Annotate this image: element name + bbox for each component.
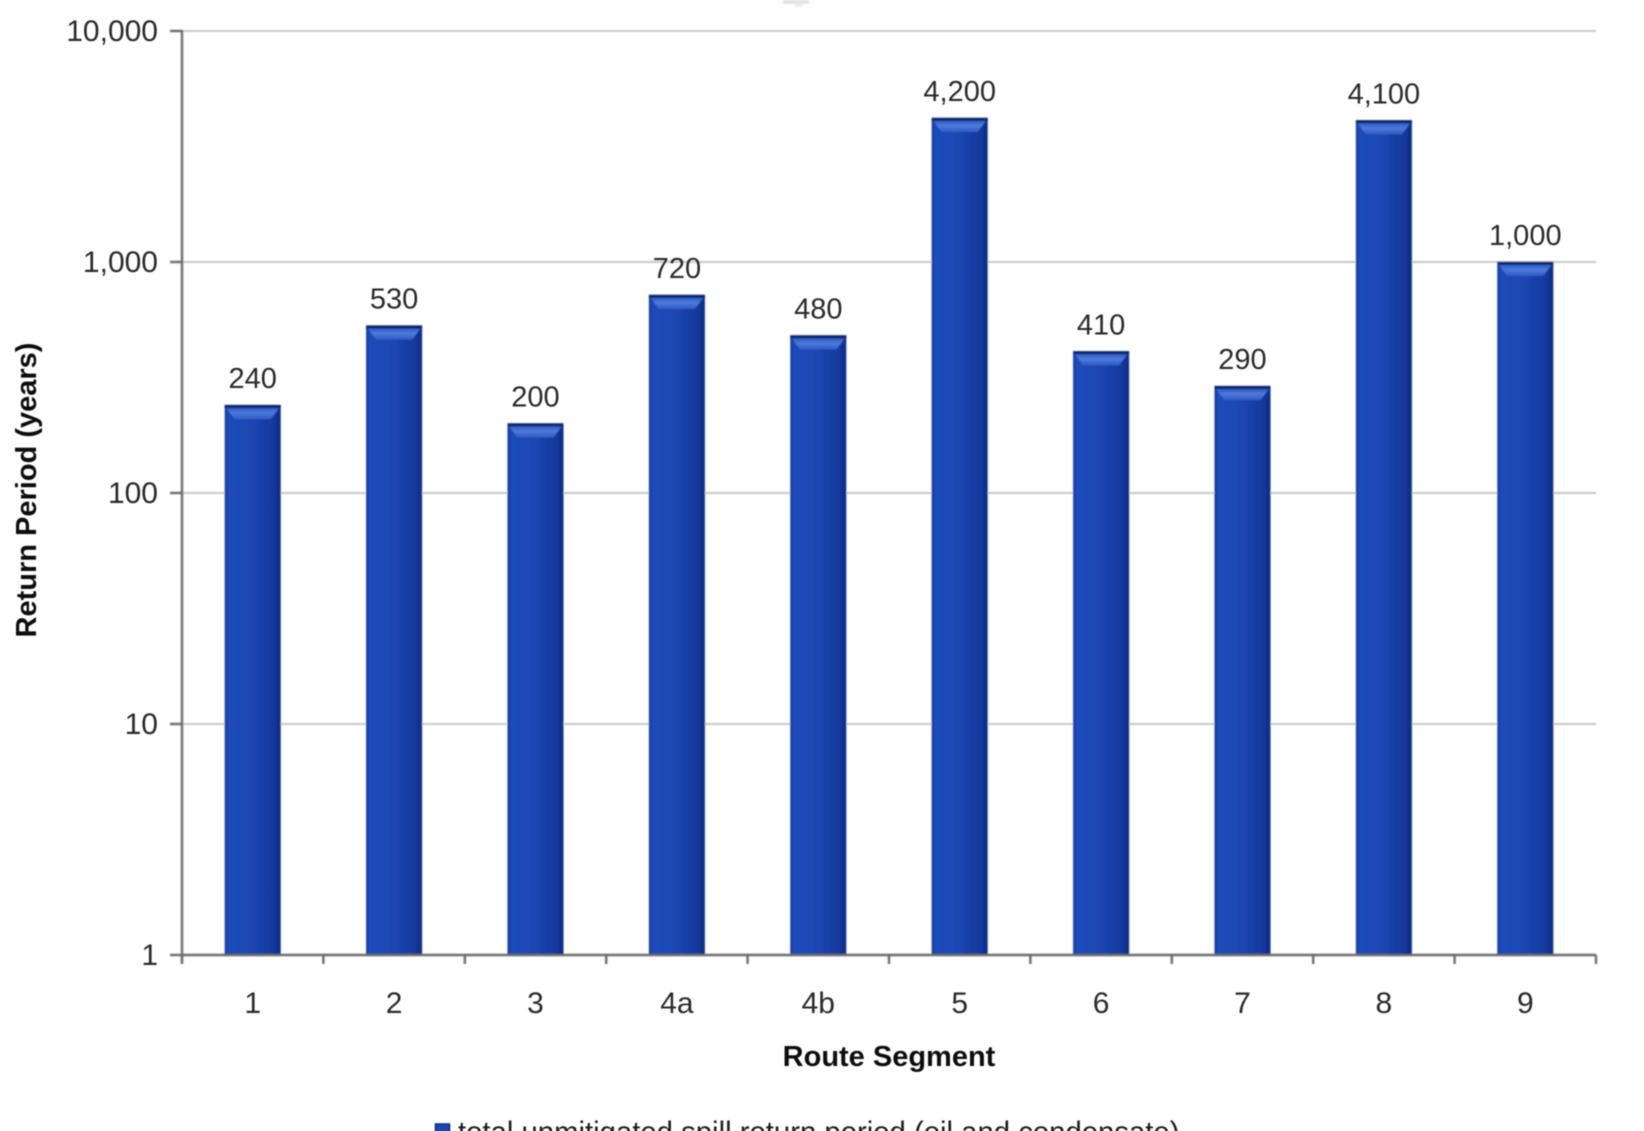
svg-text:100: 100 bbox=[108, 477, 158, 510]
svg-text:Route Segment: Route Segment bbox=[783, 1041, 996, 1073]
svg-text:7: 7 bbox=[1234, 987, 1251, 1020]
svg-text:10,000: 10,000 bbox=[66, 15, 158, 48]
svg-text:4a: 4a bbox=[660, 987, 694, 1020]
svg-text:1: 1 bbox=[244, 987, 261, 1020]
svg-text:200: 200 bbox=[511, 382, 559, 414]
svg-text:Return Period (years): Return Period (years) bbox=[11, 343, 43, 638]
svg-text:720: 720 bbox=[653, 253, 701, 285]
svg-text:1,000: 1,000 bbox=[1489, 220, 1562, 252]
svg-text:1: 1 bbox=[141, 939, 158, 972]
svg-text:240: 240 bbox=[229, 363, 277, 395]
svg-text:4,100: 4,100 bbox=[1348, 78, 1421, 110]
svg-text:480: 480 bbox=[794, 294, 842, 326]
svg-text:3: 3 bbox=[527, 987, 544, 1020]
svg-text:1,000: 1,000 bbox=[83, 246, 158, 279]
svg-text:10: 10 bbox=[125, 708, 158, 741]
svg-text:6: 6 bbox=[1093, 987, 1110, 1020]
svg-text:4b: 4b bbox=[802, 987, 835, 1020]
svg-text:5: 5 bbox=[951, 987, 968, 1020]
svg-text:total unmitigated spill return: total unmitigated spill return period (o… bbox=[458, 1116, 1179, 1131]
svg-text:410: 410 bbox=[1077, 309, 1125, 341]
svg-text:530: 530 bbox=[370, 284, 418, 316]
svg-text:9: 9 bbox=[1517, 987, 1534, 1020]
svg-text:2: 2 bbox=[386, 987, 403, 1020]
svg-text:4,200: 4,200 bbox=[923, 76, 996, 108]
svg-text:8: 8 bbox=[1376, 987, 1393, 1020]
svg-text:290: 290 bbox=[1218, 344, 1266, 376]
